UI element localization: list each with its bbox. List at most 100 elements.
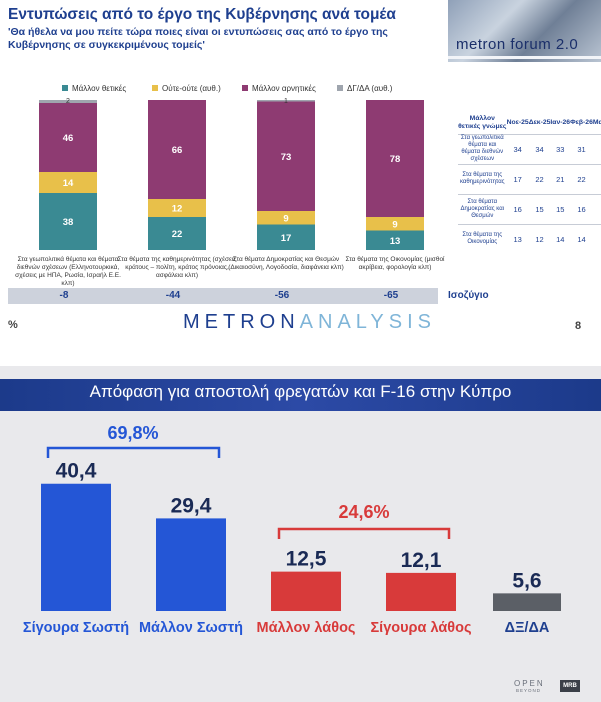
legend-swatch-neutral: [152, 85, 158, 91]
category-label-probably-wrong: Μάλλον λάθος: [256, 620, 356, 636]
table-row-label: Στα θέματα της Οικονομίας: [458, 223, 507, 254]
percent-sign: %: [8, 319, 18, 331]
table-cell: 16: [506, 193, 529, 224]
data-label: 2: [66, 98, 70, 105]
bar: [156, 518, 226, 611]
category-label-definitely-wrong: Σίγουρα λάθος: [370, 620, 472, 636]
segment-negative: [257, 101, 315, 211]
table-row: Στα θέματα Δημοκρατίας και Θεσμών 16 15 …: [458, 193, 601, 224]
table-cell: 13: [506, 223, 529, 254]
title-bar: Απόφαση για αποστολή φρεγατών και F-16 σ…: [0, 379, 601, 411]
table-row: Στα γεωπολιτικά θέματα και θέματα διεθνώ…: [458, 133, 601, 164]
table-cell: 31: [570, 133, 593, 164]
image-separator: [0, 340, 601, 366]
legend-dk: ΔΓ/ΔΑ (αυθ.): [337, 82, 392, 94]
table-cell: 22: [528, 163, 551, 194]
forum-logo-text: metron forum 2.0: [456, 36, 579, 53]
table-cell: 16: [570, 193, 593, 224]
table-cell: 33: [550, 133, 571, 164]
data-label: 29,4: [171, 494, 212, 517]
category-label-dk: ΔΞ/ΔΑ: [504, 620, 550, 636]
legend-label: Μάλλον αρνητικές: [252, 83, 316, 93]
table-cell: 22: [592, 163, 601, 194]
brand-part2: ANALYSIS: [299, 311, 437, 333]
table-cell: 12: [528, 223, 551, 254]
segment-dk: [257, 100, 315, 102]
table-cell: 14: [570, 223, 593, 254]
table-cell: 22: [570, 163, 593, 194]
open-mrb-poll-slide: Απόφαση για αποστολή φρεγατών και F-16 σ…: [0, 366, 601, 702]
data-label: 40,4: [56, 460, 97, 483]
poll-title: Απόφαση για αποστολή φρεγατών και F-16 σ…: [89, 382, 512, 401]
balance-label: Ισοζύγιο: [448, 290, 489, 301]
table-row: Στα θέματα της Οικονομίας 13 12 14 14 13: [458, 223, 601, 254]
metron-analysis-logo: METRONANALYSIS: [183, 311, 436, 334]
balance-value: -56: [274, 290, 290, 301]
table-cell: 15: [528, 193, 551, 224]
category-label-definitely-right: Σίγουρα Σωστή: [22, 620, 130, 636]
segment-neutral: [366, 217, 424, 231]
trend-header-cell: Νοε-25: [506, 118, 529, 126]
trend-header-cell: Δεκ-25: [528, 118, 551, 126]
data-label: 12,1: [401, 549, 442, 572]
category-label-economy: Στα θέματα της Οικονομίας (μισθοί ακρίβε…: [345, 256, 445, 271]
segment-neutral: [39, 172, 97, 193]
data-label: 13: [390, 236, 401, 247]
legend-negative: Μάλλον αρνητικές: [242, 82, 316, 94]
legend-swatch-dk: [337, 85, 343, 91]
table-row-label: Στα γεωπολιτικά θέματα και θέματα διεθνώ…: [458, 133, 507, 164]
segment-dk: [39, 100, 97, 103]
data-label: 73: [281, 152, 292, 163]
data-label: 46: [63, 133, 74, 144]
category-label-probably-right: Μάλλον Σωστή: [138, 620, 244, 636]
bar: [493, 593, 561, 611]
data-label: 9: [392, 219, 397, 230]
segment-positive: [366, 230, 424, 250]
segment-neutral: [257, 211, 315, 225]
slide-title: Εντυπώσεις από το έργο της Κυβέρνησης αν…: [8, 6, 396, 23]
data-label: 22: [172, 229, 183, 240]
trend-header-cell: Ιαν-26: [550, 118, 571, 126]
table-cell: 38: [592, 133, 601, 164]
data-label: 14: [63, 178, 74, 189]
open-logo-sub: BEYOND: [516, 688, 542, 693]
data-label: 38: [63, 217, 74, 228]
table-row-label: Στα θέματα της καθημερινότητας: [458, 163, 507, 194]
brand-part1: METRON: [183, 311, 300, 333]
trend-table: Μάλλον θετικές γνώμες Νοε-25 Δεκ-25 Ιαν-…: [458, 112, 601, 254]
data-label: 9: [283, 213, 288, 224]
segment-positive: [39, 193, 97, 250]
table-cell: 34: [506, 133, 529, 164]
legend-positive: Μάλλον θετικές: [62, 82, 126, 94]
legend-label: Ούτε-ούτε (αυθ.): [162, 83, 221, 93]
legend-label: ΔΓ/ΔΑ (αυθ.): [347, 83, 393, 93]
page-number: 8: [575, 320, 582, 332]
segment-negative: [366, 100, 424, 217]
balance-strip: [8, 288, 438, 304]
table-cell: 17: [592, 193, 601, 224]
legend-neutral: Ούτε-ούτε (αυθ.): [152, 82, 221, 94]
segment-neutral: [148, 199, 206, 217]
positive-total-label: 69,8%: [107, 423, 158, 443]
poll-bar-chart: 40,4 29,4 12,5 12,1 5,6 69,8% 24,6%: [41, 423, 561, 611]
segment-positive: [257, 224, 315, 250]
data-label: 1: [284, 98, 288, 105]
open-logo: OPEN: [514, 679, 545, 688]
negative-total-label: 24,6%: [338, 502, 389, 522]
data-label: 12: [172, 204, 183, 215]
segment-positive: [148, 217, 206, 250]
table-cell: 15: [550, 193, 571, 224]
category-label-democracy: Στα θέματα Δημοκρατίας και Θεσμών (Δικαι…: [228, 256, 344, 271]
metron-analysis-slide: Εντυπώσεις από το έργο της Κυβέρνησης αν…: [0, 0, 601, 340]
category-label-geopolitics: Στα γεωπολιτικά θέματα και θέματα διεθνώ…: [15, 256, 121, 287]
table-cell: 13: [592, 223, 601, 254]
legend-swatch-negative: [242, 85, 248, 91]
table-cell: 34: [528, 133, 551, 164]
data-label: 78: [390, 154, 401, 165]
segment-negative: [39, 103, 97, 172]
table-cell: 21: [550, 163, 571, 194]
trend-table-header: Μάλλον θετικές γνώμες Νοε-25 Δεκ-25 Ιαν-…: [458, 112, 601, 134]
trend-header-cell: Μαρ-26: [592, 118, 601, 126]
data-label: 5,6: [512, 569, 541, 592]
